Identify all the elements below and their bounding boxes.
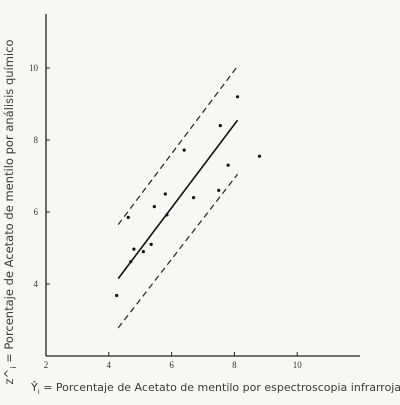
data-point — [235, 95, 240, 99]
data-point — [126, 215, 130, 219]
axes — [45, 14, 360, 357]
data-point — [129, 260, 133, 264]
regression-line — [117, 119, 239, 280]
fit-line — [117, 119, 239, 280]
data-point — [217, 188, 221, 192]
data-point — [218, 124, 222, 128]
data-point — [141, 250, 145, 254]
data-point — [257, 154, 262, 158]
data-point — [132, 247, 136, 251]
upper-band-line — [117, 65, 239, 225]
data-point — [115, 293, 119, 298]
lower-band-line — [117, 173, 239, 329]
data-point — [191, 196, 196, 200]
data-point — [182, 148, 186, 152]
data-point — [149, 242, 153, 246]
data-point — [152, 205, 156, 209]
x-tick-label: 6 — [169, 360, 174, 370]
x-tick-label: 8 — [232, 360, 237, 370]
data-point — [165, 213, 169, 217]
confidence-bands — [117, 65, 239, 329]
data-points — [115, 95, 262, 298]
y-axis-label: z^i = Porcentaje de Acetato de mentilo p… — [1, 39, 19, 385]
y-tick-label: 8 — [34, 135, 39, 145]
x-tick-label: 4 — [107, 360, 112, 370]
y-tick-label: 6 — [34, 207, 39, 217]
y-tick-label: 10 — [29, 63, 39, 73]
data-point — [226, 163, 230, 167]
y-tick-label: 4 — [34, 279, 39, 289]
x-axis-label: Ŷi = Porcentaje de Acetato de mentilo po… — [31, 381, 400, 397]
x-tick-label: 2 — [44, 360, 49, 370]
x-tick-label: 10 — [293, 360, 303, 370]
data-point — [163, 192, 167, 196]
ticks: 2 4 6 8 10 4 6 8 10 — [29, 63, 302, 370]
